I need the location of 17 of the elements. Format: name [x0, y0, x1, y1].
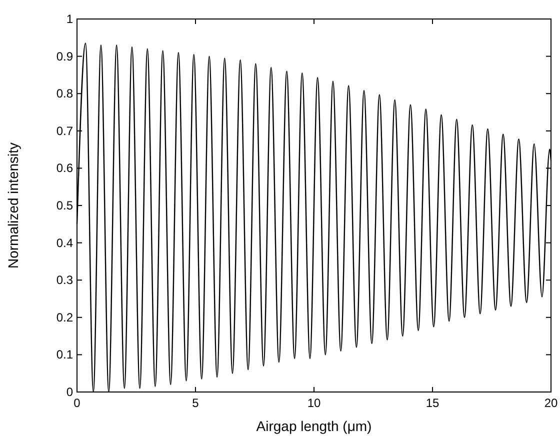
- y-tick-label: 0: [66, 385, 74, 399]
- y-tick-label: 0.9: [56, 49, 74, 64]
- x-tick-label: 15: [426, 396, 440, 410]
- y-tick-label: 0.2: [56, 310, 74, 324]
- y-tick-label: 0.6: [56, 161, 74, 176]
- y-tick-label: 0.8: [56, 86, 74, 101]
- y-tick-label: 0.7: [56, 124, 74, 138]
- y-axis-title: Normalized intensity: [5, 142, 21, 269]
- x-axis-title: Airgap length (μm): [256, 418, 372, 434]
- x-tick-label: 5: [192, 396, 200, 410]
- y-tick-label: 0.5: [56, 198, 74, 212]
- y-tick-label: 1: [66, 12, 74, 26]
- y-tick-label: 0.4: [56, 236, 74, 250]
- y-tick-label: 0.3: [56, 273, 74, 288]
- x-tick-label: 20: [544, 396, 558, 410]
- y-tick-label: 0.1: [56, 348, 74, 362]
- x-tick-label: 10: [307, 396, 321, 410]
